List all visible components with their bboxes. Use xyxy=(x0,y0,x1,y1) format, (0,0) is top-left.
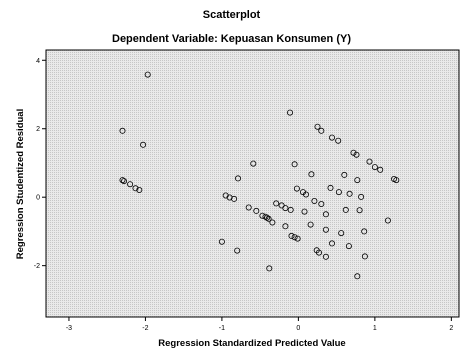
data-point xyxy=(328,240,335,247)
data-point xyxy=(286,109,293,116)
chart-title: Scatterplot xyxy=(202,9,261,21)
data-point xyxy=(282,223,289,230)
data-point xyxy=(302,191,309,198)
data-point xyxy=(287,206,294,213)
data-point xyxy=(322,253,329,260)
data-point xyxy=(328,134,335,141)
x-axis: -3 -2 -1 0 1 2 xyxy=(66,317,453,332)
data-point xyxy=(273,200,280,207)
plot-area xyxy=(45,49,460,318)
data-point xyxy=(345,243,352,250)
data-point xyxy=(265,215,272,222)
x-tick-label: 0 xyxy=(296,325,300,332)
data-point xyxy=(144,71,151,78)
y-tick-label: -2 xyxy=(34,263,40,270)
data-point xyxy=(354,273,361,280)
data-point xyxy=(119,127,126,134)
data-point xyxy=(266,265,273,272)
data-point xyxy=(342,206,349,213)
y-axis: -2 0 2 4 xyxy=(34,58,46,270)
x-tick-label: -3 xyxy=(66,325,72,332)
y-tick-label: 0 xyxy=(36,195,40,202)
x-tick-label: 1 xyxy=(373,325,377,332)
data-point xyxy=(291,234,298,241)
data-point xyxy=(136,186,143,193)
y-tick-label: 2 xyxy=(36,126,40,133)
data-point xyxy=(358,193,365,200)
data-point xyxy=(234,247,241,254)
data-point xyxy=(250,160,257,167)
data-point xyxy=(121,178,128,185)
data-point xyxy=(384,217,391,224)
data-point xyxy=(356,207,363,214)
data-point xyxy=(294,235,301,242)
data-point xyxy=(218,238,225,245)
y-tick-label: 4 xyxy=(36,58,40,65)
x-axis-label: Regression Standardized Predicted Value xyxy=(158,338,345,349)
x-tick-label: -2 xyxy=(142,325,148,332)
data-point xyxy=(301,208,308,215)
data-point xyxy=(132,185,139,192)
data-point xyxy=(245,204,252,211)
data-point xyxy=(288,232,295,239)
data-point xyxy=(263,214,270,221)
data-point xyxy=(311,197,318,204)
data-point xyxy=(361,253,368,260)
data-point xyxy=(361,228,368,235)
data-point xyxy=(371,164,378,171)
data-point xyxy=(231,195,238,202)
data-point xyxy=(308,171,315,178)
data-point xyxy=(322,211,329,218)
data-points xyxy=(119,71,400,280)
data-point xyxy=(282,205,289,212)
x-tick-label: 2 xyxy=(449,325,453,332)
data-point xyxy=(293,185,300,192)
data-point xyxy=(234,175,241,182)
data-point xyxy=(353,151,360,158)
data-point xyxy=(291,161,298,168)
data-point xyxy=(393,177,400,184)
data-point xyxy=(366,158,373,165)
data-point xyxy=(262,213,269,220)
chart-subtitle: Dependent Variable: Kepuasan Konsumen (Y… xyxy=(112,33,351,45)
data-point xyxy=(140,141,147,148)
data-point xyxy=(253,207,260,214)
data-point xyxy=(314,123,321,130)
data-point xyxy=(377,166,384,173)
data-point xyxy=(335,189,342,196)
data-point xyxy=(327,184,334,191)
data-point xyxy=(335,137,342,144)
data-point xyxy=(318,200,325,207)
data-point xyxy=(346,190,353,197)
data-point xyxy=(341,171,348,178)
data-point xyxy=(119,177,126,184)
data-point xyxy=(354,177,361,184)
data-point xyxy=(318,127,325,134)
data-point xyxy=(307,221,314,228)
data-point xyxy=(338,230,345,237)
y-axis-label: Regression Studentized Residual xyxy=(15,109,26,259)
data-point xyxy=(350,149,357,156)
data-point xyxy=(322,226,329,233)
data-point xyxy=(315,249,322,256)
data-point xyxy=(127,181,134,188)
x-tick-label: -1 xyxy=(219,325,225,332)
data-point xyxy=(269,219,276,226)
